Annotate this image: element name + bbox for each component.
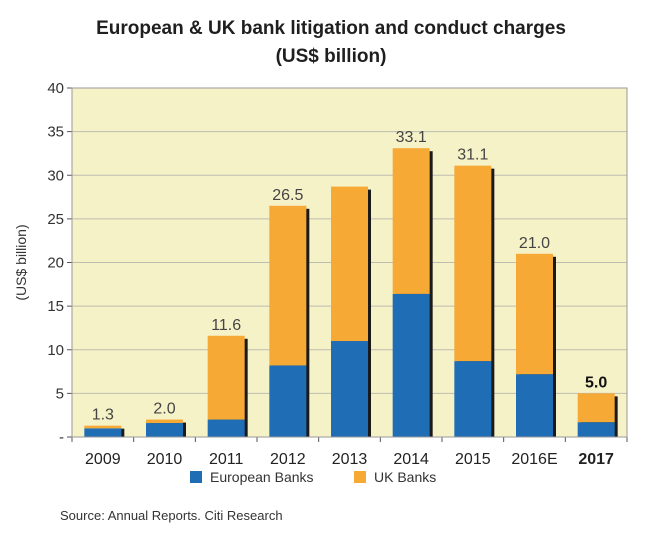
y-tick-label: 20: [47, 255, 64, 272]
bar-european-banks: [84, 428, 122, 437]
y-tick-label: 25: [47, 211, 64, 228]
bar-european-banks: [392, 293, 430, 437]
bar-european-banks: [331, 341, 368, 437]
bar-european-banks: [146, 423, 183, 437]
x-tick-label: 2012: [270, 451, 306, 468]
bar-uk-banks: [577, 393, 615, 423]
x-tick-label: 2009: [85, 451, 121, 468]
chart-subtitle: (US$ billion): [275, 46, 387, 67]
bar-european-banks: [207, 419, 245, 437]
legend-swatch-european-banks: [190, 471, 202, 483]
data-label: 33.1: [396, 129, 427, 146]
data-label: 1.3: [92, 407, 114, 424]
legend: European Banks UK Banks: [0, 469, 662, 489]
bar-uk-banks: [454, 165, 492, 362]
bar-uk-banks: [146, 419, 183, 424]
data-label: 31.1: [457, 147, 488, 164]
bar-uk-banks: [269, 205, 307, 366]
x-tick-label: 2015: [455, 451, 491, 468]
x-tick-label: 2016E: [511, 451, 557, 468]
y-tick-label: 30: [47, 167, 64, 184]
legend-swatch-uk-banks: [354, 471, 366, 483]
legend-label-uk-banks: UK Banks: [374, 469, 437, 485]
chart-title: European & UK bank litigation and conduc…: [96, 18, 566, 39]
bar-european-banks: [269, 365, 307, 437]
legend-label-european-banks: European Banks: [210, 469, 314, 485]
x-tick-label: 2013: [332, 451, 368, 468]
data-label: 2.0: [153, 401, 175, 418]
x-tick-label: 2014: [393, 451, 429, 468]
y-tick-label: 5: [56, 385, 64, 402]
bar-uk-banks: [516, 253, 553, 375]
x-tick-label: 2010: [147, 451, 183, 468]
y-tick-label: 40: [47, 80, 64, 97]
y-tick-label: 10: [47, 342, 64, 359]
x-tick-label: 2017: [578, 451, 614, 468]
data-label: 21.0: [519, 235, 550, 252]
legend-item-european-banks: European Banks: [190, 469, 314, 485]
y-tick-label: 35: [47, 124, 64, 141]
plot-border: [71, 87, 628, 438]
bar-uk-banks: [84, 425, 122, 429]
source-note: Source: Annual Reports. Citi Research: [60, 508, 283, 523]
bar-uk-banks: [392, 148, 430, 294]
x-tick-label: 2011: [209, 451, 244, 468]
data-label: 26.5: [272, 187, 303, 204]
bar-european-banks: [516, 374, 553, 437]
legend-item-uk-banks: UK Banks: [354, 469, 436, 485]
y-tick-label: 15: [47, 298, 64, 315]
bar-european-banks: [454, 361, 492, 437]
y-tick-label: -: [59, 429, 64, 446]
y-axis-label: (US$ billion): [13, 224, 29, 300]
bar-uk-banks: [207, 335, 245, 420]
bar-uk-banks: [331, 186, 368, 342]
data-label: 11.6: [211, 317, 241, 334]
bar-european-banks: [577, 422, 615, 437]
data-label: 5.0: [585, 374, 607, 391]
